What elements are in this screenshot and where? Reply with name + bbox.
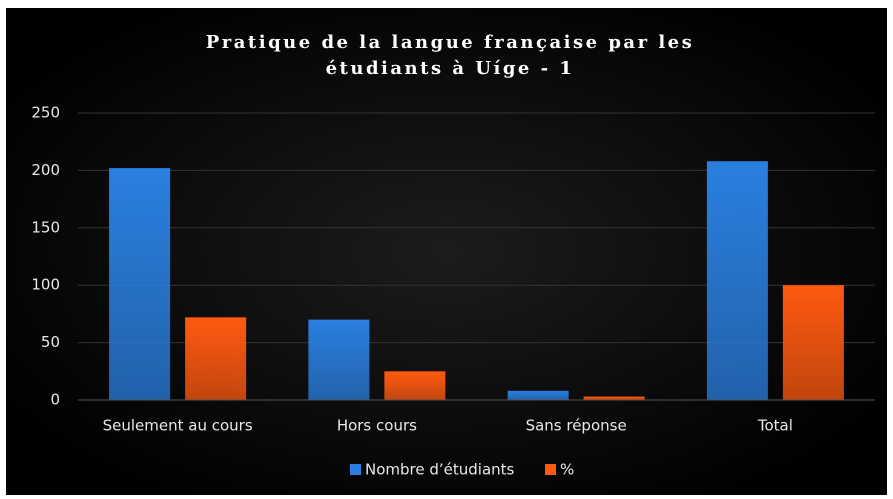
- chart-title: Pratique de la langue française par les …: [205, 32, 695, 79]
- bar: [185, 317, 247, 400]
- bar: [782, 285, 844, 400]
- bar: [706, 161, 768, 400]
- x-tick-label: Sans réponse: [526, 417, 627, 435]
- x-tick-label: Seulement au cours: [103, 417, 253, 435]
- x-tick-label: Hors cours: [337, 417, 417, 435]
- y-tick-label: 0: [50, 391, 60, 409]
- bar: [507, 390, 569, 400]
- y-tick-label: 200: [31, 161, 60, 179]
- y-tick-label: 50: [41, 333, 60, 351]
- y-tick-label: 150: [31, 218, 60, 236]
- bar: [109, 168, 171, 400]
- bar: [583, 396, 645, 400]
- bar: [308, 319, 370, 400]
- x-tick-label: Total: [757, 417, 793, 435]
- legend-swatch: [545, 464, 556, 475]
- bar: [384, 371, 446, 400]
- legend-label: Nombre d’étudiants: [365, 461, 515, 479]
- legend-label: %: [560, 461, 574, 479]
- y-tick-label: 250: [31, 104, 60, 122]
- y-tick-label: 100: [31, 276, 60, 294]
- legend-swatch: [350, 464, 361, 475]
